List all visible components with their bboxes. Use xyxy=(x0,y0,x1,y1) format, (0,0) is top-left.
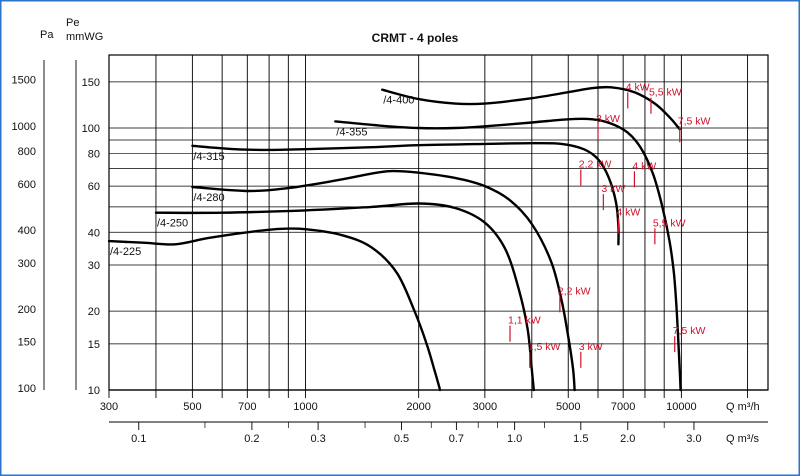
x2-tick-label: 0.5 xyxy=(394,433,409,445)
x-tick-label: 1000 xyxy=(293,401,317,413)
power-label: 1,5 kW xyxy=(528,341,561,353)
x-tick-label: 5000 xyxy=(556,401,580,413)
power-label: 1,1 kW xyxy=(508,315,541,327)
fan-curve-4250 xyxy=(154,202,535,392)
pa-tick-label: 600 xyxy=(18,179,36,191)
fan-curve-4315 xyxy=(191,141,620,246)
pa-tick-label: 150 xyxy=(18,337,36,349)
power-label: 3 kW xyxy=(579,341,603,353)
x2-tick-label: 0.2 xyxy=(244,433,259,445)
x-tick-label: 2000 xyxy=(406,401,430,413)
power-label: 3 kW xyxy=(596,113,620,125)
pa-tick-label: 400 xyxy=(18,225,36,237)
x2-axis-label: Q m³/s xyxy=(726,433,759,445)
x-axis-label: Q m³/h xyxy=(726,401,760,413)
power-label: 7,5 kW xyxy=(673,325,706,337)
y-tick-label: 10 xyxy=(88,385,100,397)
curve-label-4280: /4-280 xyxy=(193,192,224,204)
pa-tick-label: 200 xyxy=(18,304,36,316)
power-label: 2,2 kW xyxy=(579,159,612,171)
x-tick-label: 700 xyxy=(238,401,256,413)
x2-tick-label: 0.7 xyxy=(449,433,464,445)
fan-curve-4355 xyxy=(334,117,682,392)
fan-curve-4400 xyxy=(381,85,681,131)
y-tick-label: 150 xyxy=(82,77,100,89)
y-tick-label: 20 xyxy=(88,306,100,318)
pa-axis-label: Pa xyxy=(40,29,54,41)
x-tick-label: 3000 xyxy=(473,401,497,413)
x2-tick-label: 3.0 xyxy=(686,433,701,445)
y-tick-label: 40 xyxy=(88,227,100,239)
curve-label-4355: /4-355 xyxy=(336,126,367,138)
x2-tick-label: 1.0 xyxy=(507,433,522,445)
x2-tick-label: 1.5 xyxy=(573,433,588,445)
power-label: 3 kW xyxy=(601,183,625,195)
fan-curve-4280 xyxy=(191,169,576,392)
x-tick-label: 7000 xyxy=(611,401,635,413)
y-tick-label: 100 xyxy=(82,123,100,135)
pa-tick-label: 100 xyxy=(18,383,36,395)
pa-tick-label: 800 xyxy=(18,146,36,158)
x2-tick-label: 2.0 xyxy=(620,433,635,445)
fan-curve-4225 xyxy=(107,227,442,392)
power-label: 4 kW xyxy=(632,160,656,172)
pa-tick-label: 1500 xyxy=(12,75,36,87)
x2-tick-label: 0.3 xyxy=(310,433,325,445)
mmwg-axis-label: mmWG xyxy=(66,31,103,43)
pa-tick-label: 300 xyxy=(18,258,36,270)
y-tick-label: 15 xyxy=(88,339,100,351)
power-label: 2,2 kW xyxy=(558,285,591,297)
y-tick-label: 30 xyxy=(88,260,100,272)
y-tick-label: 80 xyxy=(88,148,100,160)
curve-label-4315: /4-315 xyxy=(193,151,224,163)
power-label: 4 kW xyxy=(616,206,640,218)
pe-axis-label: Pe xyxy=(66,17,79,29)
y-tick-label: 60 xyxy=(88,181,100,193)
power-label: 5,5 kW xyxy=(649,87,682,99)
curve-label-4225: /4-225 xyxy=(110,246,141,258)
power-label: 5,5 kW xyxy=(653,217,686,229)
x-tick-label: 500 xyxy=(183,401,201,413)
x-tick-label: 10000 xyxy=(666,401,697,413)
curve-label-4250: /4-250 xyxy=(157,218,188,230)
pa-tick-label: 1000 xyxy=(12,121,36,133)
x2-tick-label: 0.1 xyxy=(131,433,146,445)
curve-label-4400: /4-400 xyxy=(383,95,414,107)
power-label: 7,5 kW xyxy=(678,115,711,127)
chart-title: CRMT - 4 poles xyxy=(372,31,459,45)
x-tick-label: 300 xyxy=(100,401,118,413)
power-label: 4 kW xyxy=(626,81,650,93)
